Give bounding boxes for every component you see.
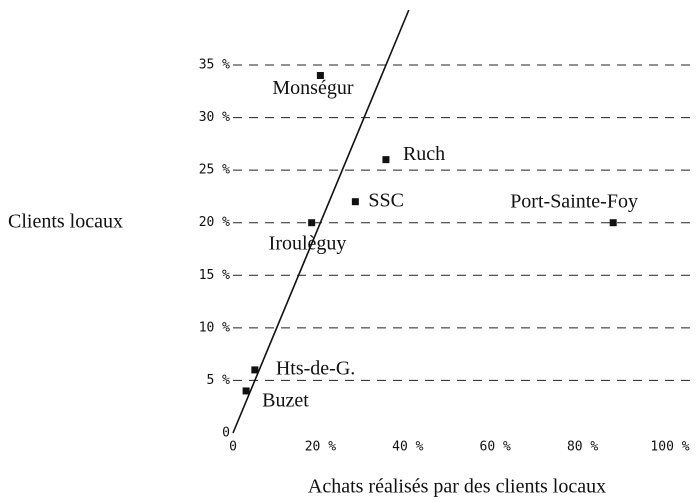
x-tick-label: 20 % [305,440,336,455]
point-label: Port-Sainte-Foy [510,190,638,212]
y-tick-label: 10 % [199,320,230,335]
point [251,366,259,374]
point-label: SSC [368,189,404,211]
y-tick-label: 15 % [199,268,230,283]
reference-line [232,9,410,434]
x-tick-label: 80 % [567,440,598,455]
point-label: Monségur [272,77,353,99]
x-tick-label: 40 % [392,440,423,455]
point-label: Buzet [262,390,309,412]
x-tick-label: 60 % [480,440,511,455]
point [308,219,316,227]
point-label: Hts-de-G. [276,358,355,380]
point [242,387,250,395]
y-tick-label: 5 % [207,373,231,388]
y-tick-label: 20 % [199,215,230,230]
x-tick-label: 0 [229,440,237,455]
point-label: Iroulèguy [269,232,347,254]
y-tick-label: 30 % [199,110,230,125]
x-tick-label: 100 % [650,440,689,455]
point-label: Ruch [403,143,445,165]
point [351,198,359,206]
x-axis-label: Achats réalisés par des clients locaux [308,476,606,498]
y-tick-label: 0 [222,426,230,441]
point [382,156,390,164]
y-axis-label: Clients locaux [8,211,123,233]
point [316,72,324,80]
point [609,219,617,227]
y-tick-label: 35 % [199,58,230,73]
y-tick-label: 25 % [199,163,230,178]
